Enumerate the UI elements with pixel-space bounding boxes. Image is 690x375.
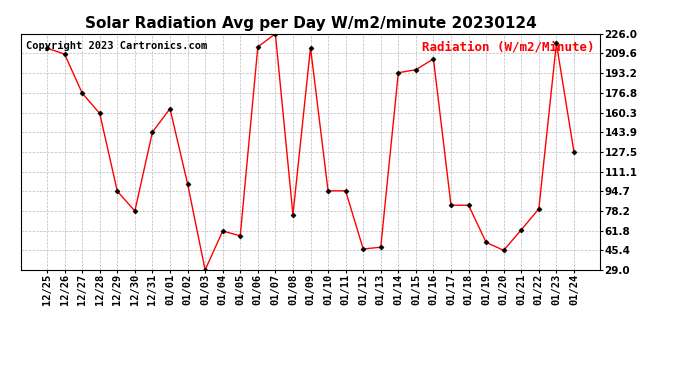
Text: Radiation (W/m2/Minute): Radiation (W/m2/Minute) bbox=[422, 41, 595, 54]
Title: Solar Radiation Avg per Day W/m2/minute 20230124: Solar Radiation Avg per Day W/m2/minute … bbox=[85, 16, 536, 31]
Text: Copyright 2023 Cartronics.com: Copyright 2023 Cartronics.com bbox=[26, 41, 208, 51]
